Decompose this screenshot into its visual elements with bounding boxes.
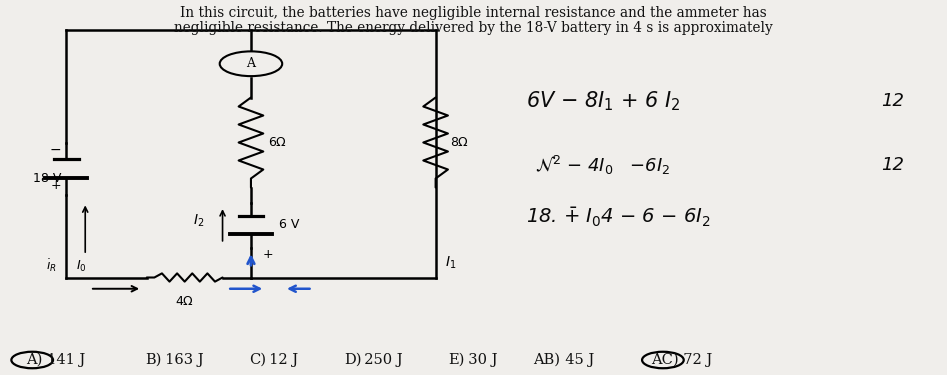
Text: $I_1$: $I_1$ [445,254,456,271]
Text: 6 V: 6 V [279,219,300,231]
Text: $\mathcal{N}^2$ $-$ 4$I_0$   $-$6$I_2$: $\mathcal{N}^2$ $-$ 4$I_0$ $-$6$I_2$ [535,153,670,177]
Text: 12: 12 [882,92,904,110]
Text: +: + [262,248,273,261]
Text: 72 J: 72 J [674,353,712,367]
Text: 30 J: 30 J [459,353,498,367]
Text: 163 J: 163 J [156,353,204,367]
Text: AC): AC) [652,353,679,367]
Text: 6V $-$ 8$I_1$ + 6 $I_2$: 6V $-$ 8$I_1$ + 6 $I_2$ [526,90,680,113]
Text: +: + [51,179,62,192]
Text: negligible resistance. The energy delivered by the 18-V battery in 4 s is approx: negligible resistance. The energy delive… [174,21,773,34]
Text: 12 J: 12 J [260,353,298,367]
Text: B): B) [145,353,161,367]
Text: A): A) [27,353,43,367]
Text: E): E) [448,353,464,367]
Text: C): C) [249,353,266,367]
Text: 250 J: 250 J [355,353,402,367]
Text: 45 J: 45 J [556,353,594,367]
Text: $\dot{\imath}_R$: $\dot{\imath}_R$ [46,257,57,274]
Text: A: A [246,57,256,70]
Text: 8$\Omega$: 8$\Omega$ [450,136,469,149]
Text: $I_0$: $I_0$ [76,259,86,274]
Text: 18 V: 18 V [33,172,62,184]
Text: In this circuit, the batteries have negligible internal resistance and the ammet: In this circuit, the batteries have negl… [180,6,767,20]
Text: 6$\Omega$: 6$\Omega$ [268,136,287,149]
Text: −: − [50,143,62,157]
Text: 18. $\bar{+}$ $I_0$4 $-$ 6 $-$ 6$I_2$: 18. $\bar{+}$ $I_0$4 $-$ 6 $-$ 6$I_2$ [526,206,710,229]
Text: $I_2$: $I_2$ [193,213,205,230]
Text: 12: 12 [882,156,904,174]
Text: AB): AB) [533,353,561,367]
Text: 141 J: 141 J [38,353,85,367]
Text: 4$\Omega$: 4$\Omega$ [175,296,194,308]
Text: D): D) [344,353,361,367]
